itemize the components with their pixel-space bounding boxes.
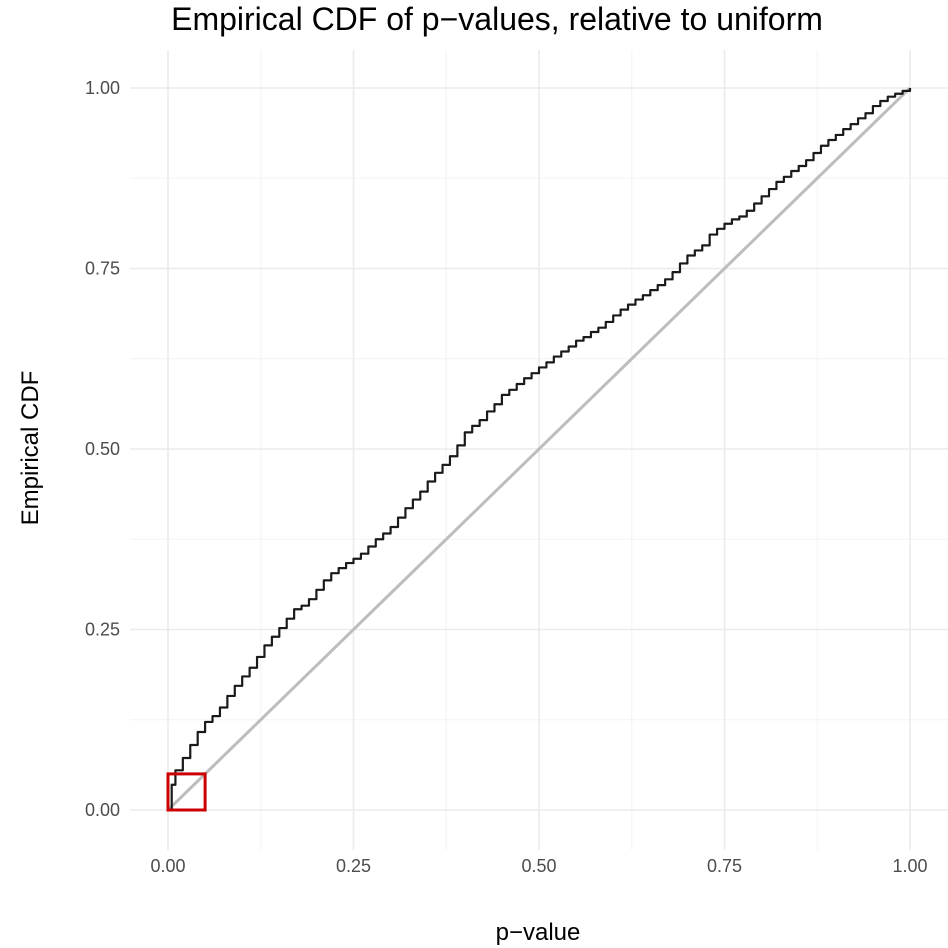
x-tick-label: 0.50 <box>521 856 556 876</box>
highlight-box <box>166 772 207 812</box>
x-tick-label: 1.00 <box>892 856 927 876</box>
y-tick-label: 1.00 <box>85 78 120 98</box>
major-gridlines <box>130 50 948 850</box>
annotation-layer <box>166 772 207 812</box>
y-axis-ticks: 0.00 0.25 0.50 0.75 1.00 <box>85 78 120 820</box>
x-axis-ticks: 0.00 0.25 0.50 0.75 1.00 <box>150 856 927 876</box>
x-axis-title: p−value <box>496 919 581 946</box>
y-tick-label: 0.75 <box>85 259 120 279</box>
y-tick-label: 0.50 <box>85 439 120 459</box>
uniform-reference-line <box>166 86 912 812</box>
y-axis-title: Empirical CDF <box>17 371 44 526</box>
x-tick-label: 0.25 <box>336 856 371 876</box>
x-tick-label: 0.75 <box>707 856 742 876</box>
series-layer <box>166 86 912 812</box>
chart-title: Empirical CDF of p−values, relative to u… <box>171 1 823 37</box>
ecdf-line <box>168 88 912 812</box>
y-tick-label: 0.25 <box>85 620 120 640</box>
y-tick-label: 0.00 <box>85 800 120 820</box>
x-tick-label: 0.00 <box>150 856 185 876</box>
